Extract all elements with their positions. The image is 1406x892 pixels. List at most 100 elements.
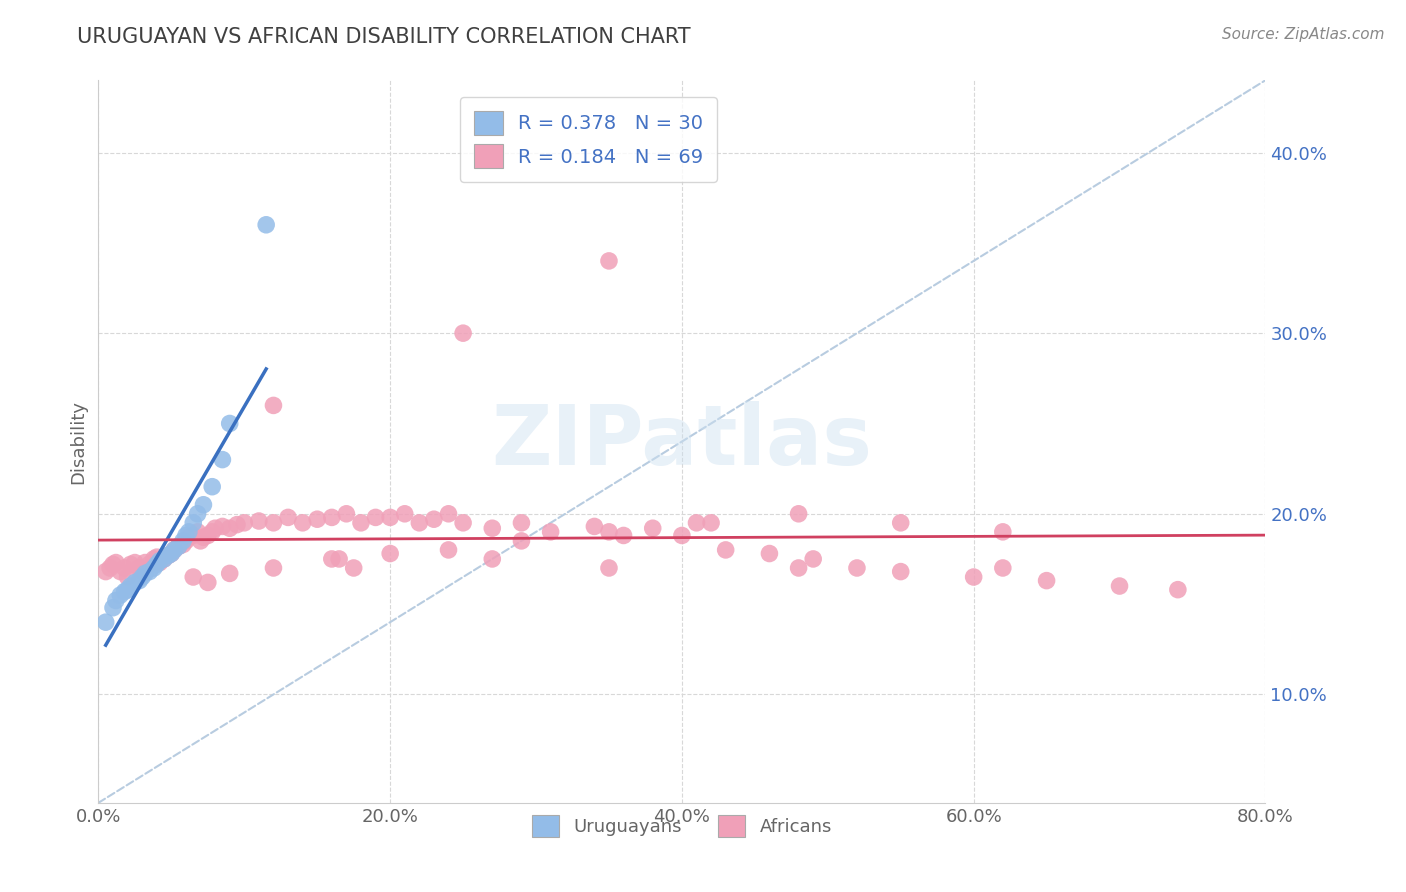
Point	[598, 253, 620, 268]
Point	[201, 524, 224, 539]
Point	[598, 561, 620, 575]
Point	[787, 507, 810, 521]
Point	[110, 565, 132, 579]
Point	[131, 565, 153, 579]
Point	[437, 507, 460, 521]
Point	[177, 530, 200, 544]
Point	[991, 524, 1014, 539]
Text: URUGUAYAN VS AFRICAN DISABILITY CORRELATION CHART: URUGUAYAN VS AFRICAN DISABILITY CORRELAT…	[77, 27, 690, 46]
Point	[408, 516, 430, 530]
Point	[104, 556, 127, 570]
Point	[1035, 574, 1057, 588]
Point	[211, 452, 233, 467]
Point	[350, 516, 373, 530]
Point	[120, 579, 142, 593]
Point	[218, 417, 240, 431]
Point	[197, 528, 219, 542]
Point	[131, 570, 153, 584]
Point	[94, 565, 117, 579]
Point	[138, 565, 160, 579]
Point	[307, 512, 329, 526]
Point	[172, 533, 194, 548]
Point	[193, 498, 215, 512]
Point	[641, 521, 664, 535]
Point	[181, 528, 204, 542]
Point	[172, 537, 194, 551]
Point	[335, 507, 357, 521]
Point	[110, 588, 132, 602]
Point	[153, 552, 176, 566]
Point	[160, 547, 183, 561]
Point	[94, 615, 117, 630]
Point	[149, 554, 172, 568]
Point	[160, 547, 183, 561]
Point	[146, 558, 169, 572]
Point	[146, 550, 169, 565]
Point	[117, 582, 139, 597]
Point	[142, 552, 165, 566]
Point	[114, 584, 136, 599]
Legend: Uruguayans, Africans: Uruguayans, Africans	[522, 805, 842, 848]
Point	[612, 528, 634, 542]
Point	[254, 218, 277, 232]
Point	[291, 516, 314, 530]
Point	[510, 516, 533, 530]
Point	[343, 561, 366, 575]
Point	[394, 507, 416, 521]
Point	[380, 547, 402, 561]
Point	[226, 517, 249, 532]
Point	[167, 539, 190, 553]
Point	[962, 570, 984, 584]
Point	[991, 561, 1014, 575]
Point	[583, 519, 606, 533]
Point	[211, 519, 233, 533]
Point	[167, 539, 190, 553]
Point	[104, 593, 127, 607]
Text: Source: ZipAtlas.com: Source: ZipAtlas.com	[1222, 27, 1385, 42]
Point	[321, 552, 343, 566]
Point	[157, 549, 180, 563]
Y-axis label: Disability: Disability	[69, 400, 87, 483]
Point	[128, 561, 150, 575]
Point	[181, 570, 204, 584]
Point	[142, 561, 165, 575]
Point	[510, 533, 533, 548]
Point	[163, 542, 186, 557]
Point	[262, 561, 284, 575]
Point	[481, 521, 503, 535]
Point	[197, 575, 219, 590]
Point	[114, 561, 136, 575]
Point	[218, 521, 240, 535]
Point	[423, 512, 446, 526]
Point	[204, 521, 226, 535]
Point	[190, 533, 212, 548]
Point	[120, 558, 142, 572]
Point	[714, 542, 737, 557]
Point	[153, 552, 176, 566]
Point	[700, 516, 723, 530]
Point	[101, 600, 124, 615]
Point	[124, 556, 146, 570]
Point	[321, 510, 343, 524]
Point	[187, 524, 209, 539]
Point	[163, 542, 186, 557]
Point	[174, 528, 197, 542]
Point	[685, 516, 707, 530]
Point	[1167, 582, 1189, 597]
Point	[157, 549, 180, 563]
Point	[451, 516, 474, 530]
Point	[149, 556, 172, 570]
Text: ZIPatlas: ZIPatlas	[492, 401, 872, 482]
Point	[177, 524, 200, 539]
Point	[846, 561, 869, 575]
Point	[247, 514, 270, 528]
Point	[134, 556, 156, 570]
Point	[540, 524, 562, 539]
Point	[671, 528, 693, 542]
Point	[233, 516, 256, 530]
Point	[481, 552, 503, 566]
Point	[890, 516, 912, 530]
Point	[218, 566, 240, 581]
Point	[128, 574, 150, 588]
Point	[262, 398, 284, 412]
